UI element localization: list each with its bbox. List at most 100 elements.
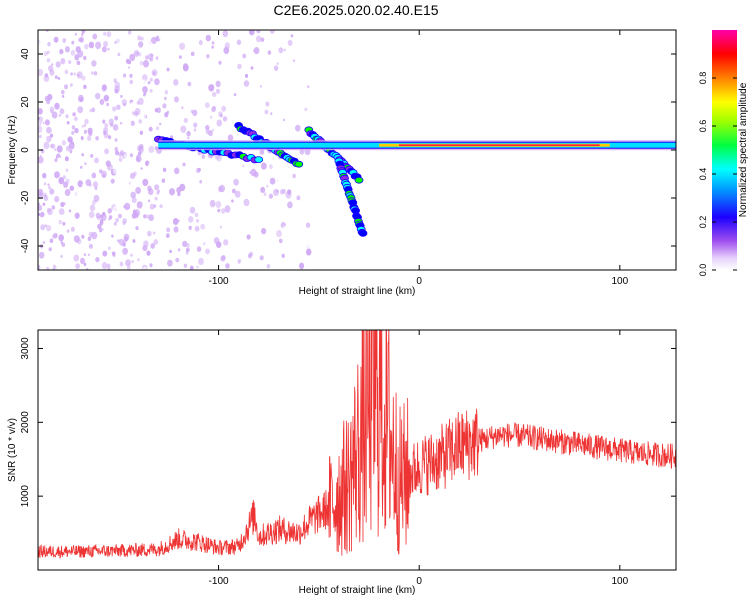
noise-blob [163, 42, 169, 49]
branch-mark-0 [254, 156, 264, 164]
noise-blob [173, 226, 179, 233]
noise-blob [219, 184, 225, 193]
noise-blob [46, 126, 52, 134]
noise-blob [115, 217, 119, 223]
noise-blob [166, 227, 171, 233]
noise-blob [112, 205, 119, 214]
spectrogram-panel: -100 0 100 -40 -20 0 20 40 Height of straight l… [7, 29, 677, 297]
noise-blob [292, 173, 296, 179]
noise-blob [142, 178, 149, 187]
x-tick-label: 0 [416, 576, 422, 587]
noise-blob [75, 46, 81, 53]
noise-blob [66, 121, 70, 125]
noise-blob [66, 229, 70, 233]
noise-blob [166, 110, 170, 114]
noise-blob [183, 263, 188, 268]
noise-blob [189, 265, 194, 270]
noise-blob [61, 140, 67, 146]
noise-blob [211, 128, 214, 132]
noise-blob [43, 182, 47, 186]
y-tick-label: 3000 [20, 337, 31, 360]
noise-blob [211, 106, 216, 113]
noise-blob [109, 35, 116, 44]
noise-blob [114, 115, 119, 121]
noise-blob [212, 91, 217, 97]
noise-blob [135, 226, 139, 231]
noise-blob [196, 265, 199, 269]
snr-panel: -100 0 100 1000 2000 3000 Height of straight … [7, 329, 677, 596]
noise-blob [98, 228, 103, 233]
noise-blob [231, 188, 236, 194]
noise-blob [89, 108, 92, 113]
noise-blob [240, 260, 246, 268]
noise-blob [73, 235, 80, 243]
noise-blob [70, 179, 75, 185]
noise-blob [92, 181, 99, 188]
noise-blob [182, 63, 189, 70]
noise-blob [106, 263, 111, 269]
noise-blob [43, 141, 50, 150]
noise-blob [132, 233, 137, 240]
noise-blob [69, 185, 75, 191]
noise-blob [39, 122, 42, 126]
noise-blob [153, 204, 157, 208]
noise-blob [54, 171, 60, 179]
noise-blob [58, 177, 65, 185]
noise-blob [137, 258, 140, 262]
noise-blob [143, 240, 149, 248]
noise-blob [290, 34, 294, 38]
noise-blob [221, 105, 227, 112]
noise-blob [40, 224, 46, 231]
snr-marks [38, 330, 676, 559]
noise-blob [138, 119, 143, 124]
noise-blob [59, 192, 63, 197]
noise-blob [256, 95, 261, 102]
spectrogram-x-axis-label: Height of straight line (km) [299, 286, 416, 297]
noise-blob [51, 99, 54, 103]
noise-blob [117, 52, 121, 57]
noise-blob [259, 149, 265, 155]
noise-blob [206, 263, 211, 268]
noise-blob [86, 39, 90, 45]
noise-blob [91, 71, 94, 75]
noise-blob [94, 157, 99, 164]
noise-blob [135, 62, 138, 65]
noise-blob [42, 241, 45, 244]
noise-blob [43, 74, 50, 82]
spectrogram-y-axis-label: Frequency (Hz) [7, 116, 18, 185]
noise-blob [76, 238, 82, 245]
noise-blob [88, 253, 90, 257]
noise-blob [42, 207, 46, 212]
noise-blob [138, 87, 141, 91]
noise-blob [48, 186, 51, 190]
noise-blob [150, 94, 153, 97]
noise-blob [88, 41, 95, 49]
noise-blob [210, 115, 213, 119]
noise-blob [99, 169, 103, 174]
noise-blob [95, 92, 101, 100]
noise-blob [196, 246, 202, 252]
noise-blob [118, 213, 122, 219]
noise-blob [175, 257, 180, 263]
noise-blob [188, 225, 192, 230]
colorbar-tick-label: 0.0 [698, 264, 708, 277]
noise-blob [80, 165, 83, 169]
noise-blob [132, 177, 138, 185]
noise-blob [64, 188, 71, 197]
noise-blob [61, 94, 65, 98]
branch-mark-3 [358, 229, 368, 237]
noise-blob [162, 103, 167, 109]
noise-blob [244, 73, 249, 78]
noise-blob [143, 214, 147, 219]
noise-blob [156, 41, 162, 49]
noise-blob [44, 224, 48, 228]
noise-blob [133, 171, 137, 176]
noise-blob [173, 35, 177, 40]
noise-blob [130, 38, 133, 42]
noise-blob [143, 60, 149, 68]
noise-blob [131, 260, 134, 264]
noise-blob [87, 135, 92, 142]
noise-blob [259, 85, 263, 88]
noise-blob [56, 145, 63, 153]
